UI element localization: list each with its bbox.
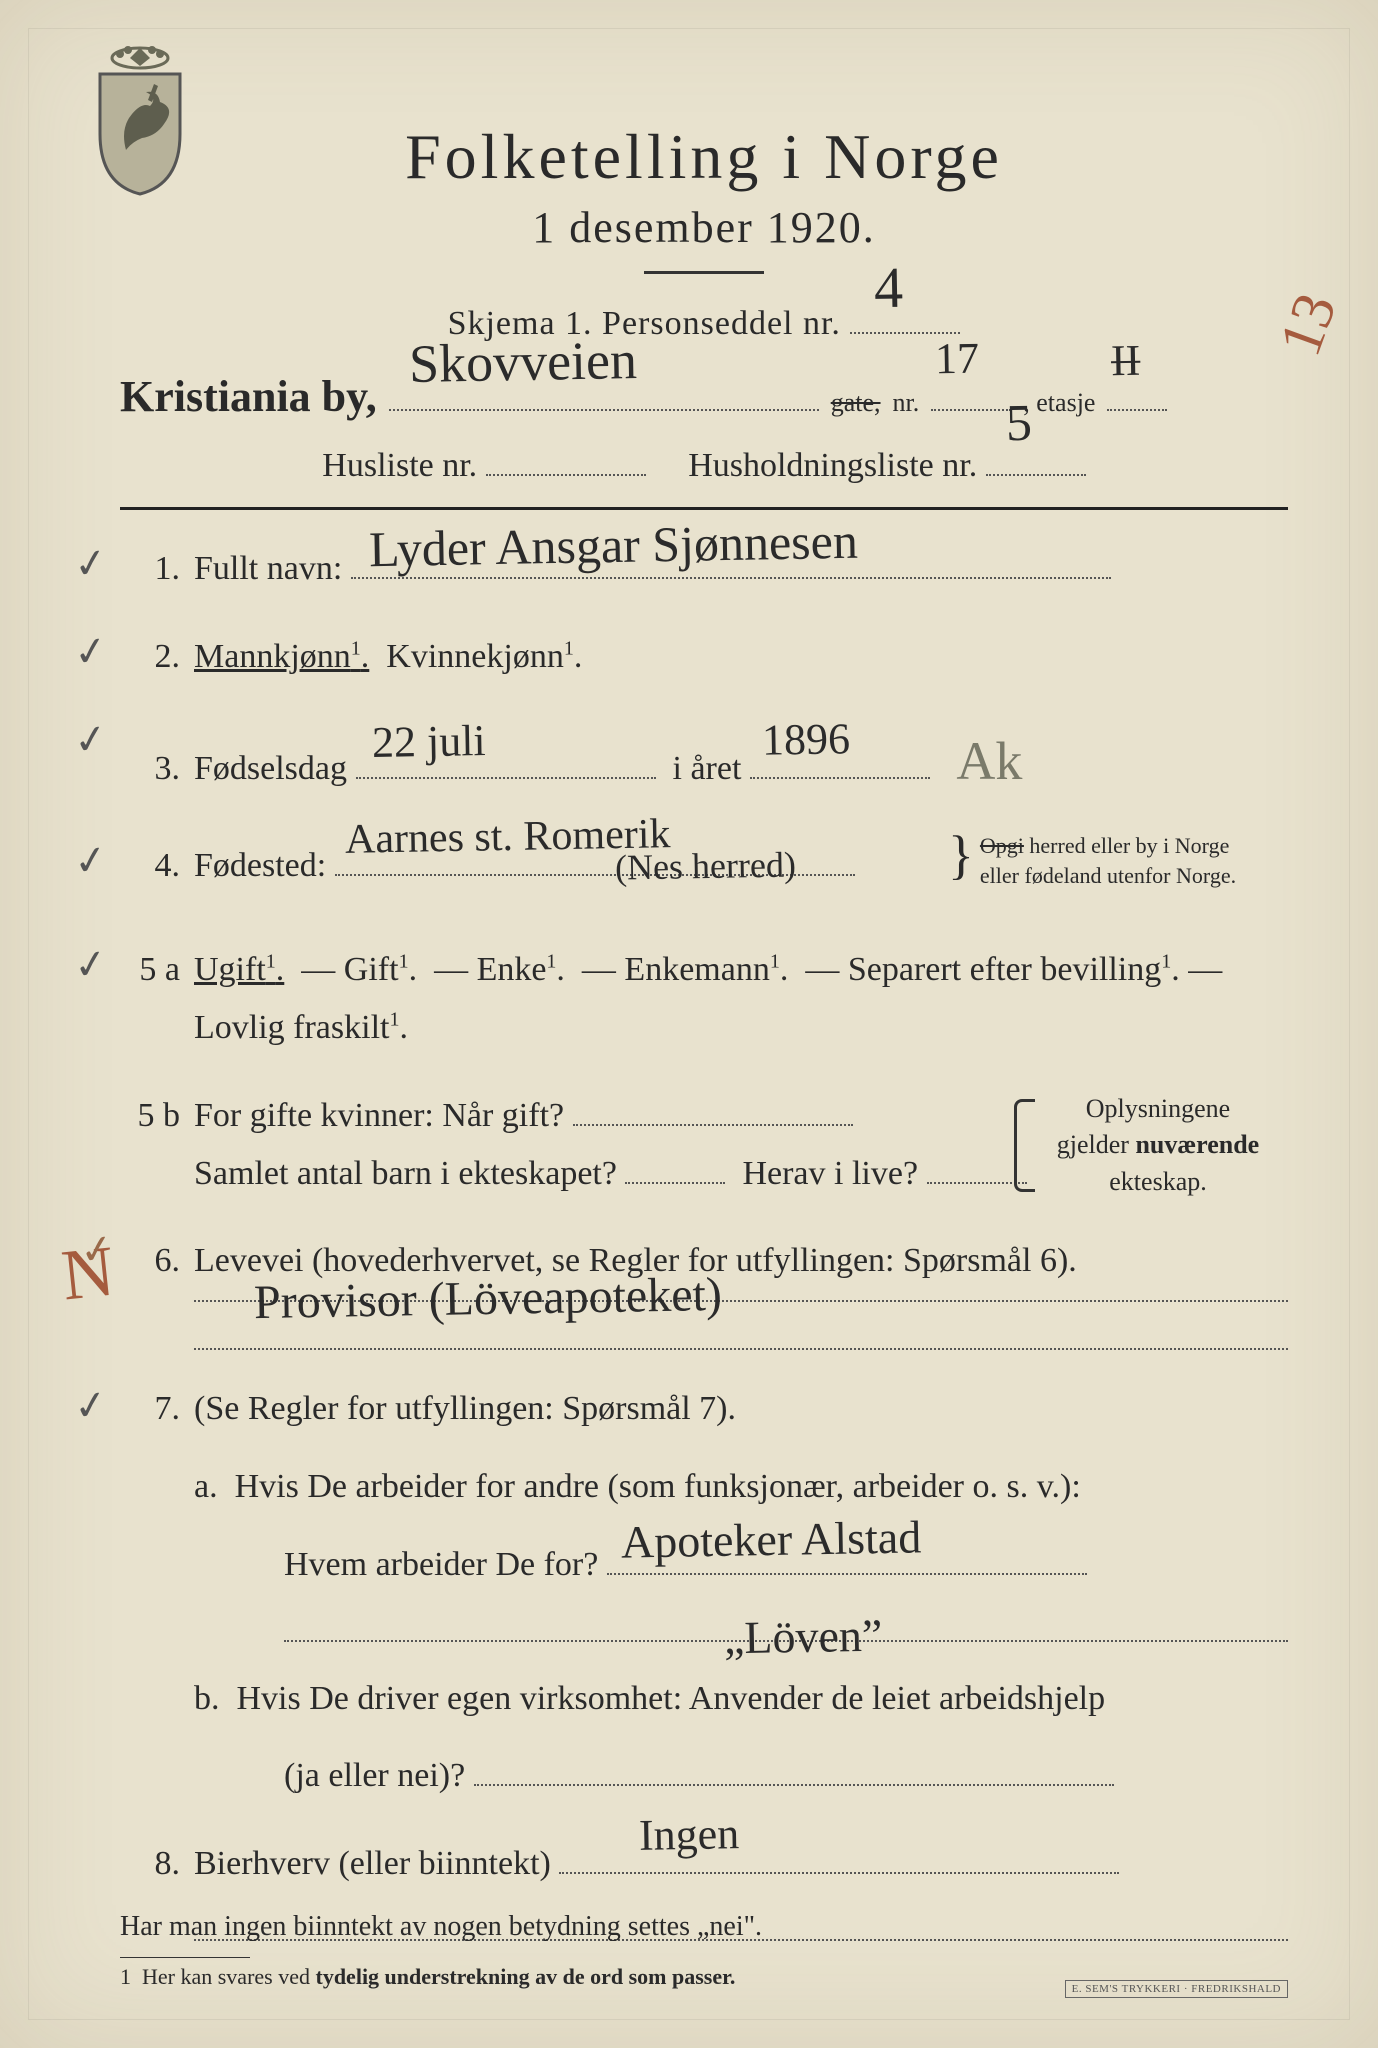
q5a-enkemann: Enkemann	[624, 951, 769, 988]
q6-value: Provisor (Löveapoteket)	[253, 1254, 722, 1344]
q3-margin-note: Ak	[956, 731, 1022, 791]
gate-label: gate,	[831, 388, 881, 418]
q5a-gift: Gift	[344, 951, 399, 988]
q7a-l1: Hvis De arbeider for andre (som funksjon…	[235, 1468, 1081, 1505]
q3-label: Fødselsdag	[194, 750, 347, 787]
q5b-l2b: Herav i live?	[742, 1155, 918, 1192]
q1-label: Fullt navn:	[194, 550, 342, 587]
check-icon: ✓	[71, 835, 111, 886]
q1-row: ✓ 1. Fullt navn: Lyder Ansgar Sjønnesen	[120, 540, 1288, 598]
date-line: 1 desember 1920.	[120, 202, 1288, 253]
q5a-row: ✓ 5 a Ugift1. — Gift1. — Enke1. — Enkema…	[120, 941, 1288, 1057]
nr-label: nr.	[893, 388, 920, 418]
q4-value2: (Nes herred)	[614, 835, 796, 899]
q5a-ugift: Ugift1.	[194, 951, 284, 988]
q6-row: N ✓ 6. Levevei (hovederhvervet, se Regle…	[120, 1232, 1288, 1350]
q8-num: 8.	[120, 1845, 180, 1883]
q8-label: Bierhverv (eller biinntekt)	[194, 1845, 551, 1882]
city-line: Kristiania by, Skovveien gate, nr. 17 , …	[120, 371, 1288, 422]
main-title: Folketelling i Norge	[120, 120, 1288, 194]
q5a-num: 5 a	[120, 951, 180, 989]
q2-num: 2.	[120, 638, 180, 676]
q7b-l2: (ja eller nei)?	[284, 1757, 465, 1794]
q5a-fraskilt: Lovlig fraskilt	[194, 1009, 389, 1046]
etasje-label: , etasje	[1023, 388, 1095, 418]
header: Folketelling i Norge 1 desember 1920. Sk…	[120, 120, 1288, 343]
q5b-row: 5 b For gifte kvinner: Når gift? Samlet …	[120, 1087, 1288, 1203]
footer: Har man ingen biinntekt av nogen betydni…	[120, 1911, 1288, 1990]
check-icon: ✓	[71, 1380, 111, 1431]
street-hand: Skovveien	[408, 329, 637, 395]
check-icon: ✓	[71, 939, 111, 990]
q8-value: Ingen	[639, 1797, 740, 1874]
check-icon: ✓	[77, 1224, 117, 1275]
city-label: Kristiania by,	[120, 371, 377, 422]
q3-year: 1896	[761, 702, 850, 778]
personseddel-nr: 4	[874, 254, 905, 322]
q4-row: ✓ 4. Fødested: Aarnes st. Romerik (Nes h…	[120, 837, 1288, 895]
q4-label: Fødested:	[194, 847, 326, 884]
q7a-l2: Hvem arbeider De for?	[284, 1546, 598, 1583]
q3-iaret: i året	[673, 750, 742, 787]
title-rule	[644, 271, 764, 274]
q5b-note: Oplysningene gjelder nuværende ekteskap.	[1038, 1091, 1278, 1200]
q7-num: 7.	[120, 1390, 180, 1428]
printer-mark: E. SEM'S TRYKKERI · FREDRIKSHALD	[1065, 1980, 1288, 1998]
q5b-l1a: For gifte kvinner: Når gift?	[194, 1097, 564, 1134]
q6-num: 6.	[120, 1242, 180, 1280]
etasje-hand: II	[1111, 335, 1141, 387]
check-icon: ✓	[71, 538, 111, 589]
husliste-label: Husliste nr.	[322, 447, 477, 484]
q3-daymonth: 22 juli	[371, 704, 486, 781]
q7b-l1: Hvis De driver egen virksomhet: Anvender…	[237, 1680, 1106, 1717]
q2-mann: Mannkjønn1.	[194, 638, 369, 675]
check-icon: ✓	[71, 626, 111, 677]
q7-row: ✓ 7. (Se Regler for utfyllingen: Spørsmå…	[120, 1380, 1288, 1805]
q2-row: ✓ 2. Mannkjønn1. Kvinnekjønn1.	[120, 628, 1288, 686]
husliste-line: Husliste nr. Husholdningsliste nr. 5	[120, 440, 1288, 485]
q1-value: Lyder Ansgar Sjønnesen	[368, 499, 858, 593]
footer-note: Har man ingen biinntekt av nogen betydni…	[120, 1911, 1288, 1943]
census-form-page: Folketelling i Norge 1 desember 1920. Sk…	[0, 0, 1378, 2048]
q4-note: } Opgi herred eller by i Norge eller fød…	[948, 831, 1288, 890]
husholdning-nr: 5	[1005, 394, 1032, 453]
q3-row: ✓ 3. Fødselsdag 22 juli i året 1896 Ak	[120, 716, 1288, 808]
nr-hand: 17	[935, 333, 980, 385]
q5b-num: 5 b	[120, 1097, 180, 1135]
q5b-l2a: Samlet antal barn i ekteskapet?	[194, 1155, 617, 1192]
q7a-v1: Apoteker Alstad	[620, 1498, 922, 1581]
q5a-enke: Enke	[477, 951, 547, 988]
husholdning-label: Husholdningsliste nr.	[688, 447, 977, 484]
q7-intro: (Se Regler for utfyllingen: Spørsmål 7).	[194, 1390, 736, 1427]
check-icon: ✓	[71, 713, 111, 764]
q3-num: 3.	[120, 750, 180, 788]
q4-num: 4.	[120, 847, 180, 885]
q7a-v2: „Löven”	[723, 1596, 883, 1677]
q5a-separert: Separert efter bevilling	[848, 951, 1161, 988]
q2-kvinne: Kvinnekjønn1.	[386, 638, 582, 675]
q1-num: 1.	[120, 550, 180, 588]
